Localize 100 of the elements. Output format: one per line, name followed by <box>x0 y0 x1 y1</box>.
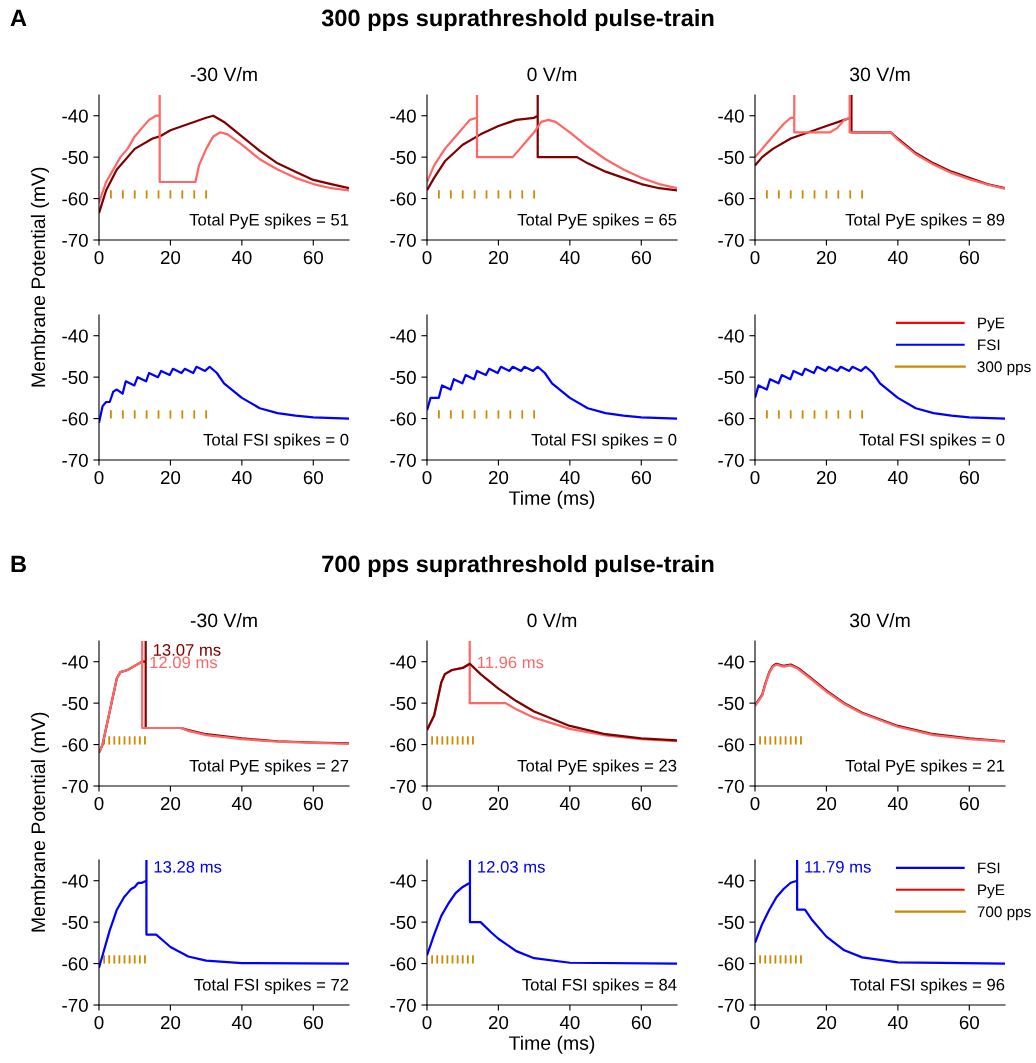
chart-title: 30 V/m <box>849 67 910 82</box>
annotation: Total FSI spikes = 0 <box>859 433 1005 449</box>
y-tick-label: -70 <box>718 233 744 247</box>
x-tick-label: 60 <box>303 250 323 265</box>
y-tick-label: -40 <box>390 109 416 123</box>
line-series <box>99 641 349 754</box>
x-tick-label: 0 <box>94 1015 104 1030</box>
x-tick-label: 20 <box>160 1015 181 1030</box>
y-tick-label: -70 <box>390 233 416 247</box>
y-tick-label: -50 <box>390 696 416 711</box>
y-tick-label: -50 <box>390 370 416 385</box>
y-axis-title: Membrane Potential (mV) <box>30 167 49 387</box>
y-tick-label: -40 <box>390 655 416 669</box>
y-tick-label: -60 <box>718 957 744 971</box>
line-series <box>99 365 349 424</box>
y-tick-label: -40 <box>718 329 744 343</box>
chart-title: 30 V/m <box>849 613 910 628</box>
x-tick-label: 0 <box>422 470 432 485</box>
line-series <box>427 860 677 965</box>
y-tick-label: -40 <box>718 109 744 123</box>
x-tick-label: 40 <box>231 250 252 265</box>
y-tick-label: -70 <box>390 453 416 467</box>
y-tick-label: -40 <box>62 329 88 343</box>
y-tick-label: -50 <box>718 370 744 385</box>
legend-label: 700 pps <box>977 906 1031 921</box>
legend-label: FSI <box>978 339 1000 351</box>
line-series <box>99 95 349 204</box>
x-tick-label: 40 <box>887 250 908 265</box>
x-tick-label: 60 <box>303 1015 323 1030</box>
chart-title: -30 V/m <box>190 67 257 82</box>
x-tick-label: 20 <box>488 250 509 265</box>
annotation: Total PyE spikes = 89 <box>845 213 1005 229</box>
y-tick-label: -60 <box>62 412 88 426</box>
x-tick-label: 20 <box>488 1015 509 1030</box>
x-tick-label: 20 <box>160 250 181 265</box>
x-tick-label: 60 <box>631 470 651 485</box>
x-tick-label: 20 <box>160 796 181 811</box>
y-tick-label: -50 <box>718 915 744 930</box>
x-tick-label: 20 <box>488 796 509 811</box>
x-tick-label: 0 <box>94 796 104 811</box>
y-tick-label: -40 <box>390 874 416 888</box>
y-tick-label: -70 <box>62 779 88 793</box>
chart-title: 0 V/m <box>527 67 577 82</box>
annotation: Total FSI spikes = 72 <box>194 978 349 994</box>
text: 700 pps suprathreshold pulse-train <box>322 554 714 578</box>
x-tick-label: 0 <box>750 1015 760 1030</box>
y-tick-label: -50 <box>390 150 416 165</box>
x-axis-title: Time (ms) <box>509 490 595 509</box>
x-axis-title: Time (ms) <box>509 1035 595 1054</box>
legend-label: PyE <box>978 884 1005 899</box>
x-tick-label: 40 <box>559 1015 580 1030</box>
y-tick-label: -40 <box>62 874 88 888</box>
x-tick-label: 20 <box>160 470 181 485</box>
y-tick-label: -40 <box>62 109 88 123</box>
x-tick-label: 60 <box>631 796 651 811</box>
x-tick-label: 20 <box>816 470 837 485</box>
annotation: 12.09 ms <box>150 656 218 669</box>
annotation: 13.07 ms <box>153 644 221 656</box>
x-tick-label: 0 <box>94 470 104 485</box>
annotation: Total PyE spikes = 21 <box>845 759 1005 775</box>
annotation: Total PyE spikes = 65 <box>517 213 677 229</box>
x-tick-label: 0 <box>750 250 760 265</box>
chart-title: 0 V/m <box>527 613 577 628</box>
x-tick-label: 40 <box>559 470 580 485</box>
line-series <box>99 860 349 969</box>
y-tick-label: -50 <box>718 150 744 165</box>
x-tick-label: 40 <box>887 796 908 811</box>
y-tick-label: -40 <box>718 655 744 669</box>
annotation: 11.96 ms <box>477 656 544 669</box>
y-tick-label: -70 <box>62 998 88 1012</box>
y-tick-label: -50 <box>62 696 88 711</box>
x-tick-label: 40 <box>559 796 580 811</box>
x-tick-label: 40 <box>559 250 580 265</box>
y-tick-label: -50 <box>390 915 416 930</box>
x-tick-label: 0 <box>422 1015 432 1030</box>
x-tick-label: 0 <box>422 796 432 811</box>
y-tick-label: -60 <box>62 738 88 752</box>
y-tick-label: -40 <box>62 655 88 669</box>
y-tick-label: -40 <box>718 874 744 888</box>
x-tick-label: 60 <box>303 470 323 485</box>
chart-title: -30 V/m <box>190 613 257 628</box>
x-tick-label: 60 <box>631 250 651 265</box>
annotation: Total FSI spikes = 0 <box>203 433 349 449</box>
y-tick-label: -70 <box>718 779 744 793</box>
x-tick-label: 40 <box>887 1015 908 1030</box>
annotation: Total PyE spikes = 23 <box>517 759 677 775</box>
x-tick-label: 60 <box>959 796 979 811</box>
x-tick-label: 0 <box>750 470 760 485</box>
line-series <box>427 365 677 420</box>
text: A <box>10 9 27 27</box>
x-tick-label: 0 <box>94 250 104 265</box>
y-tick-label: -70 <box>390 779 416 793</box>
y-tick-label: -60 <box>390 957 416 971</box>
y-tick-label: -60 <box>390 738 416 752</box>
y-tick-label: -70 <box>62 233 88 247</box>
annotation: Total FSI spikes = 0 <box>531 433 677 449</box>
line-series <box>755 95 1005 190</box>
annotation: 11.79 ms <box>805 860 871 873</box>
x-tick-label: 60 <box>631 1015 651 1030</box>
y-tick-label: -60 <box>718 412 744 426</box>
